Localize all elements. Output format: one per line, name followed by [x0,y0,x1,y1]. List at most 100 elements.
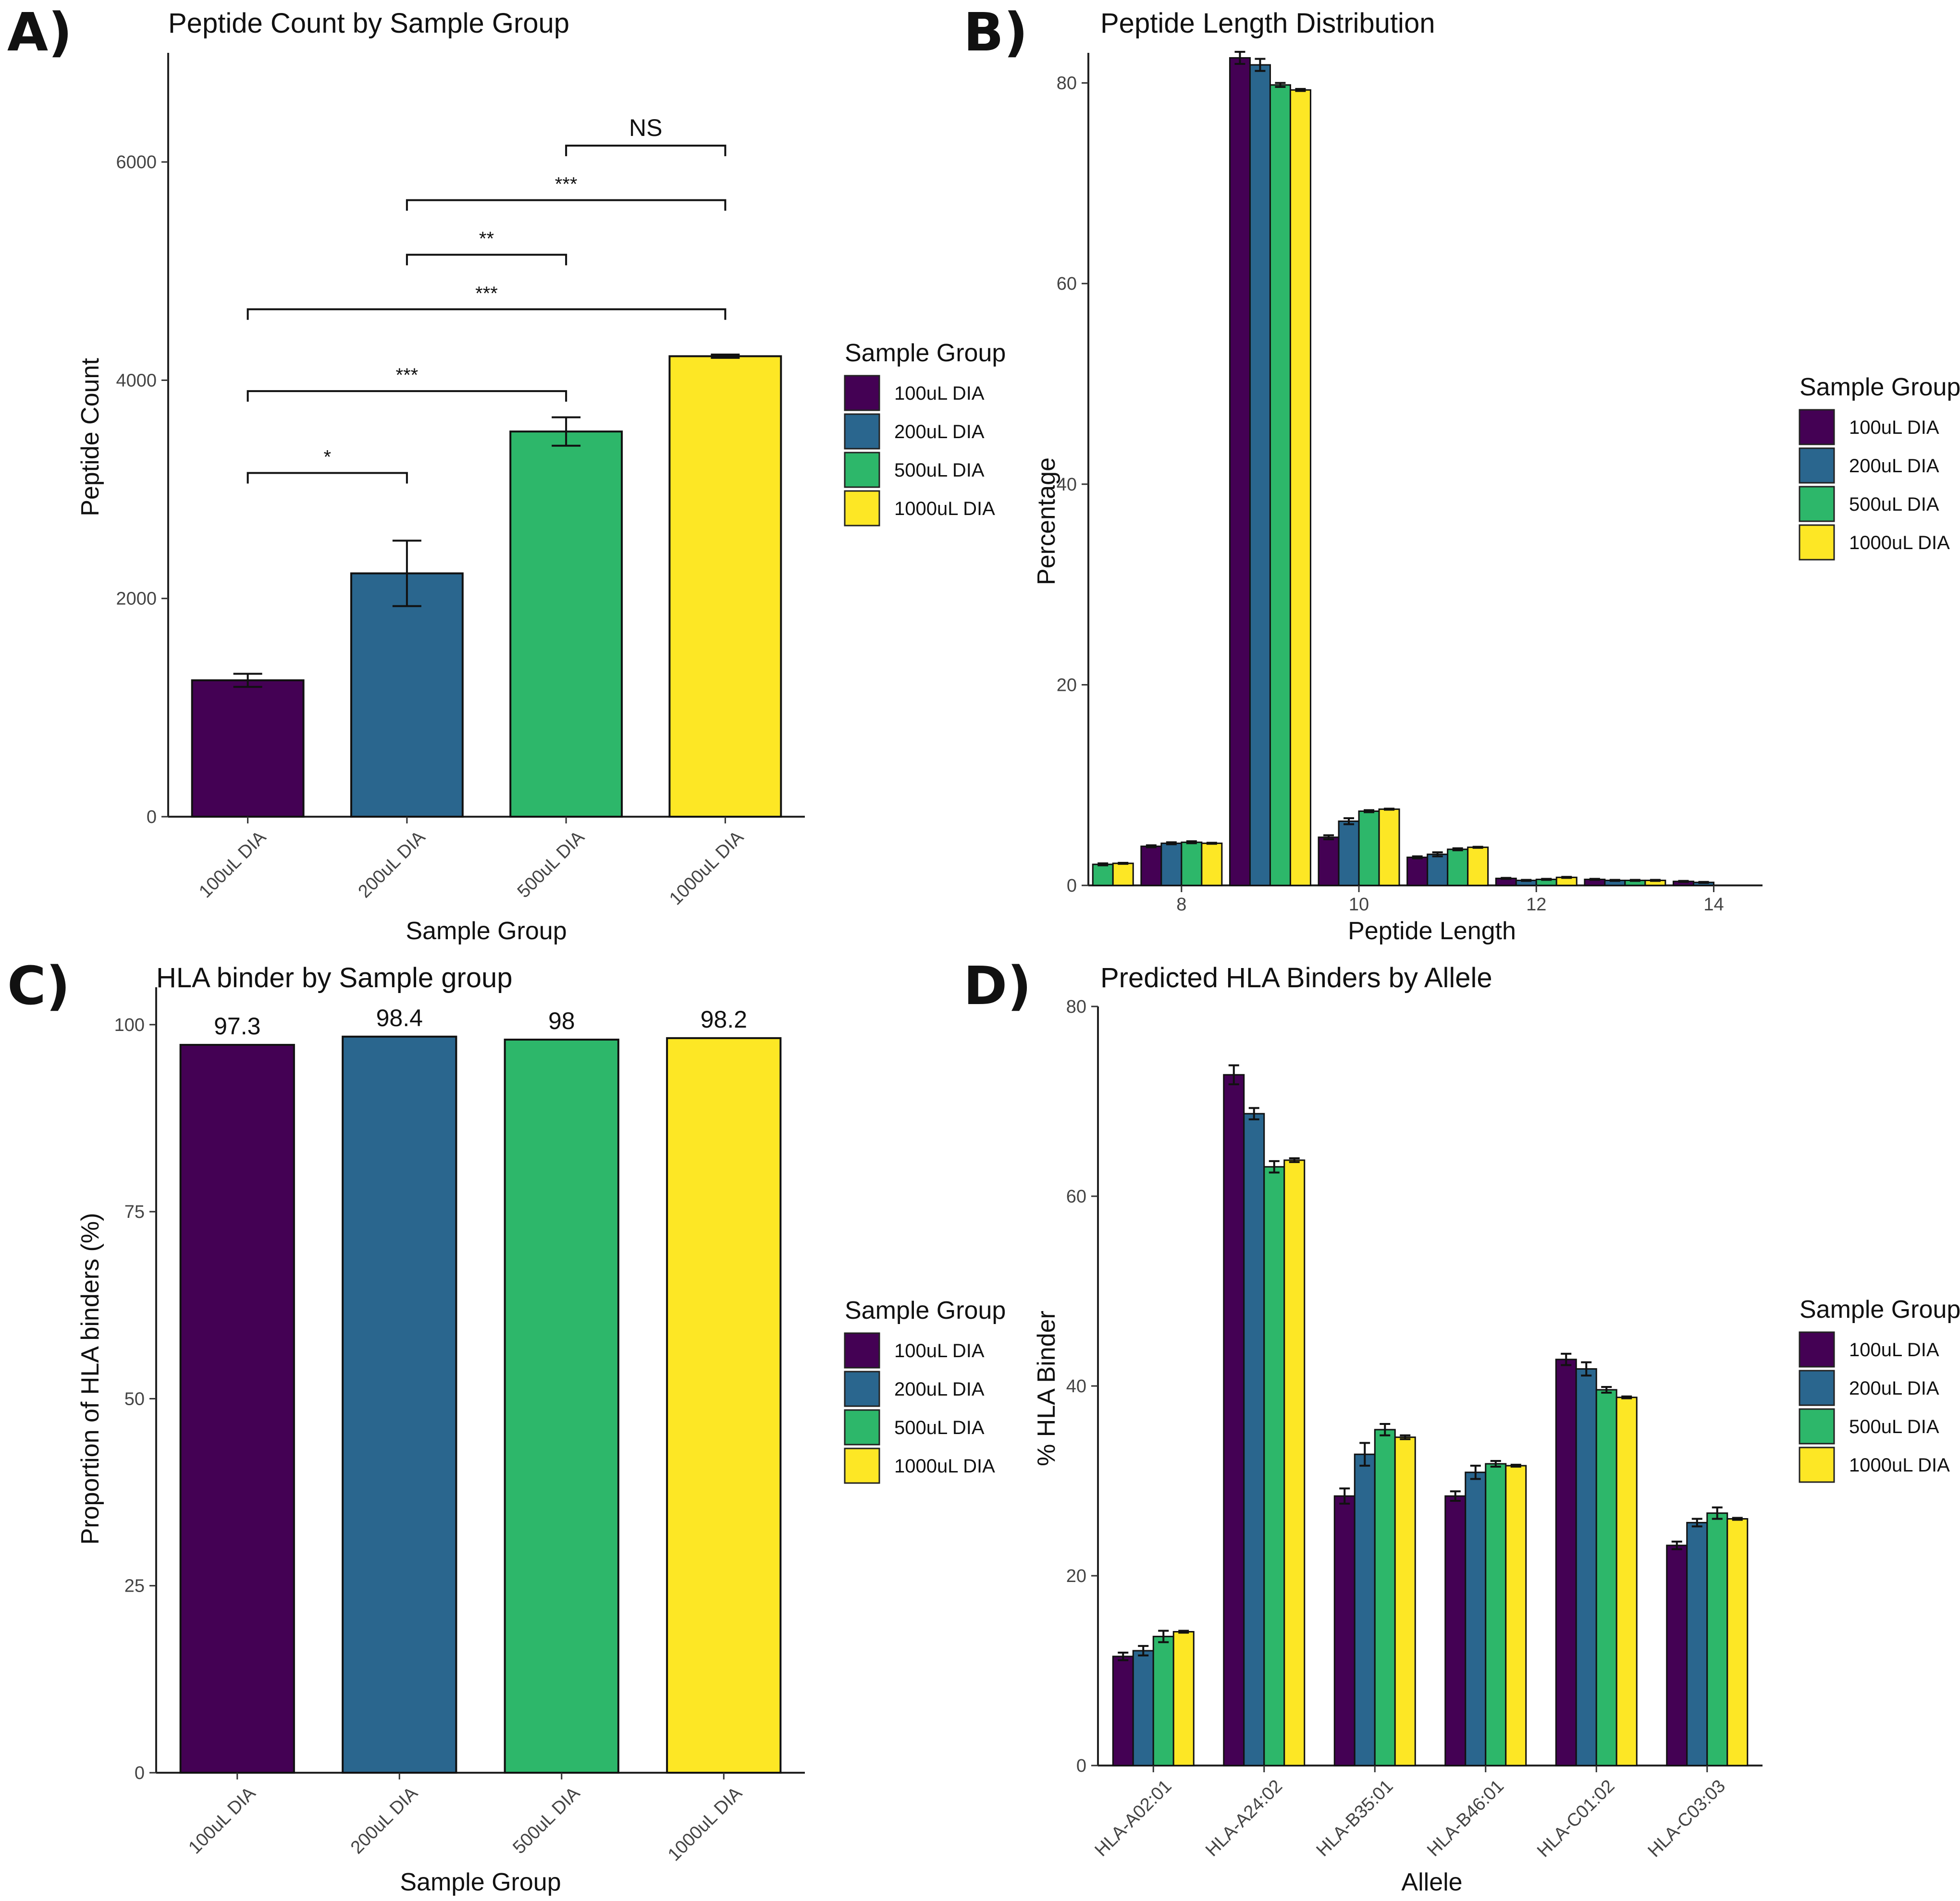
bar-500ul-dia [504,1039,619,1774]
bar-hla-b35-01-200ul-dia [1354,1453,1376,1766]
panel-a: A) Peptide Count by Sample Group Sample Gr… [7,1,1006,945]
legend-swatch-1000ul-dia [844,490,880,527]
significance-bracket [406,199,727,211]
y-tick-label: 40 [1066,1376,1086,1397]
panel-d: D) Predicted HLA Binders by Allele Allele%… [963,955,1960,1896]
legend-entry-100ul-dia: 100uL DIA [1849,417,1939,438]
legend-swatch-1000ul-dia [844,1447,880,1484]
x-axis-title: Peptide Length [1348,917,1516,945]
bar-hla-a02-01-1000ul-dia [1172,1631,1195,1766]
bar-hla-c01-02-500ul-dia [1595,1389,1617,1766]
legend-entry-1000ul-dia: 1000uL DIA [894,1456,995,1477]
y-tick-label: 60 [1057,274,1077,294]
significance-bracket [565,145,727,157]
y-axis-title: Peptide Count [76,358,104,516]
data-label-1000ul-dia: 98.2 [701,1006,747,1033]
bar-len8-200ul-dia [1160,842,1183,886]
chart-title: HLA binder by Sample group [156,962,513,993]
legend-swatch-200ul-dia [844,413,880,450]
x-tick-label: HLA-B46:01 [1423,1776,1508,1861]
y-tick-label: 0 [147,807,157,827]
legend-entry-100ul-dia: 100uL DIA [1849,1339,1939,1361]
y-tick-label: 6000 [116,152,157,172]
legend-swatch-500ul-dia [1799,486,1835,522]
panel-label: D) [963,955,1032,1017]
y-tick-label: 20 [1057,675,1077,695]
data-label-100ul-dia: 97.3 [214,1013,260,1040]
bar-len9-500ul-dia [1269,84,1291,886]
bar-200ul-dia [350,572,464,818]
y-tick-label: 75 [124,1202,145,1222]
bar-len10-200ul-dia [1338,820,1360,886]
x-axis-title: Sample Group [406,917,567,945]
bar-len11-1000ul-dia [1467,846,1489,886]
bar-len11-200ul-dia [1427,853,1449,886]
y-tick-label: 4000 [116,370,157,391]
x-axis-title: Sample Group [400,1868,561,1896]
bar-hla-a02-01-200ul-dia [1132,1650,1154,1766]
y-tick-label: 60 [1066,1187,1086,1207]
legend-swatch-100ul-dia [1799,1331,1835,1368]
y-axis-title: Proportion of HLA binders (%) [76,1213,104,1545]
data-label-200ul-dia: 98.4 [376,1005,423,1031]
bar-hla-c03-03-100ul-dia [1666,1545,1688,1766]
significance-label: NS [629,114,662,141]
bar-hla-b35-01-500ul-dia [1374,1429,1396,1766]
legend-swatch-500ul-dia [1799,1408,1835,1445]
data-label-500ul-dia: 98 [548,1007,575,1034]
legend-entry-1000ul-dia: 1000uL DIA [1849,532,1950,553]
bar-len9-1000ul-dia [1289,89,1311,886]
x-tick-label: HLA-C03:03 [1644,1776,1730,1862]
bar-len10-1000ul-dia [1378,808,1400,886]
x-tick-label: 100uL DIA [185,1783,259,1858]
y-tick-label: 80 [1066,997,1086,1017]
x-tick-label: 10 [1349,895,1369,915]
x-tick-label: 1000uL DIA [664,1783,746,1865]
bar-len8-500ul-dia [1181,841,1203,886]
legend-entry-100ul-dia: 100uL DIA [894,383,985,404]
significance-bracket [247,308,727,320]
significance-label: * [323,447,331,468]
bar-len10-100ul-dia [1318,836,1340,886]
bar-100ul-dia [191,679,305,818]
legend-swatch-200ul-dia [844,1371,880,1407]
y-tick-label: 80 [1057,74,1077,94]
legend-entry-200ul-dia: 200uL DIA [894,1379,985,1400]
y-tick-label: 0 [1067,876,1077,896]
x-tick-label: 1000uL DIA [666,827,748,909]
legend-swatch-1000ul-dia [1799,524,1835,561]
bar-hla-c03-03-1000ul-dia [1726,1518,1749,1766]
bar-len8-100ul-dia [1140,846,1162,886]
legend-title: Sample Group [1800,373,1960,401]
bar-hla-b46-01-200ul-dia [1465,1472,1487,1766]
legend-swatch-100ul-dia [844,1332,880,1369]
legend-swatch-100ul-dia [844,375,880,411]
x-tick-label: HLA-A24:02 [1202,1776,1286,1861]
bar-hla-b46-01-500ul-dia [1485,1463,1507,1766]
bar-len7-500ul-dia [1092,863,1114,886]
legend-swatch-1000ul-dia [1799,1447,1835,1483]
bar-1000ul-dia [666,1037,782,1774]
significance-bracket [247,390,567,402]
y-tick-label: 2000 [116,589,157,609]
bar-hla-b35-01-1000ul-dia [1394,1436,1416,1766]
legend-entry-200ul-dia: 200uL DIA [1849,455,1939,477]
y-axis-title: Percentage [1033,457,1060,585]
bar-len7-1000ul-dia [1112,862,1134,886]
y-tick-label: 25 [124,1576,145,1596]
panel-label: A) [7,1,72,63]
legend-entry-500ul-dia: 500uL DIA [1849,494,1939,515]
bar-len8-1000ul-dia [1201,842,1223,886]
x-tick-label: HLA-C01:02 [1533,1776,1619,1862]
bar-len11-100ul-dia [1406,857,1429,886]
bar-hla-a24-02-500ul-dia [1263,1166,1285,1766]
x-tick-label: 500uL DIA [509,1783,584,1858]
bar-len11-500ul-dia [1447,848,1469,886]
bar-hla-b35-01-100ul-dia [1333,1495,1356,1766]
bar-hla-a24-02-200ul-dia [1243,1113,1265,1766]
legend-swatch-500ul-dia [844,1409,880,1446]
chart-title: Predicted HLA Binders by Allele [1100,962,1492,993]
legend-entry-500ul-dia: 500uL DIA [894,1417,985,1438]
significance-label: ** [479,228,494,249]
